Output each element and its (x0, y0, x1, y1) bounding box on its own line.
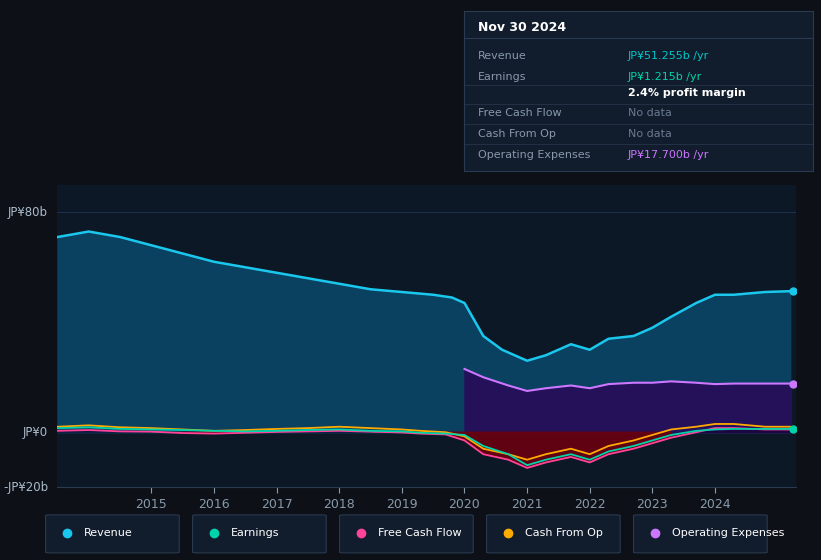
Text: JP¥0: JP¥0 (23, 426, 48, 438)
Text: Revenue: Revenue (84, 529, 132, 538)
Text: JP¥51.255b /yr: JP¥51.255b /yr (628, 51, 709, 61)
Text: Cash From Op: Cash From Op (525, 529, 603, 538)
Text: Free Cash Flow: Free Cash Flow (378, 529, 461, 538)
FancyBboxPatch shape (193, 515, 326, 553)
Text: Nov 30 2024: Nov 30 2024 (478, 21, 566, 34)
Text: JP¥80b: JP¥80b (8, 206, 48, 219)
Text: Earnings: Earnings (231, 529, 279, 538)
Text: No data: No data (628, 108, 672, 118)
Text: 2.4% profit margin: 2.4% profit margin (628, 87, 745, 97)
FancyBboxPatch shape (487, 515, 620, 553)
Text: JP¥17.700b /yr: JP¥17.700b /yr (628, 150, 709, 160)
FancyBboxPatch shape (340, 515, 473, 553)
Text: -JP¥20b: -JP¥20b (3, 480, 48, 494)
Text: Operating Expenses: Operating Expenses (672, 529, 784, 538)
Text: Cash From Op: Cash From Op (478, 129, 556, 139)
Text: Operating Expenses: Operating Expenses (478, 150, 590, 160)
FancyBboxPatch shape (46, 515, 179, 553)
Text: JP¥1.215b /yr: JP¥1.215b /yr (628, 72, 702, 82)
Text: No data: No data (628, 129, 672, 139)
FancyBboxPatch shape (634, 515, 767, 553)
Text: Earnings: Earnings (478, 72, 526, 82)
Text: Free Cash Flow: Free Cash Flow (478, 108, 562, 118)
Text: Revenue: Revenue (478, 51, 526, 61)
